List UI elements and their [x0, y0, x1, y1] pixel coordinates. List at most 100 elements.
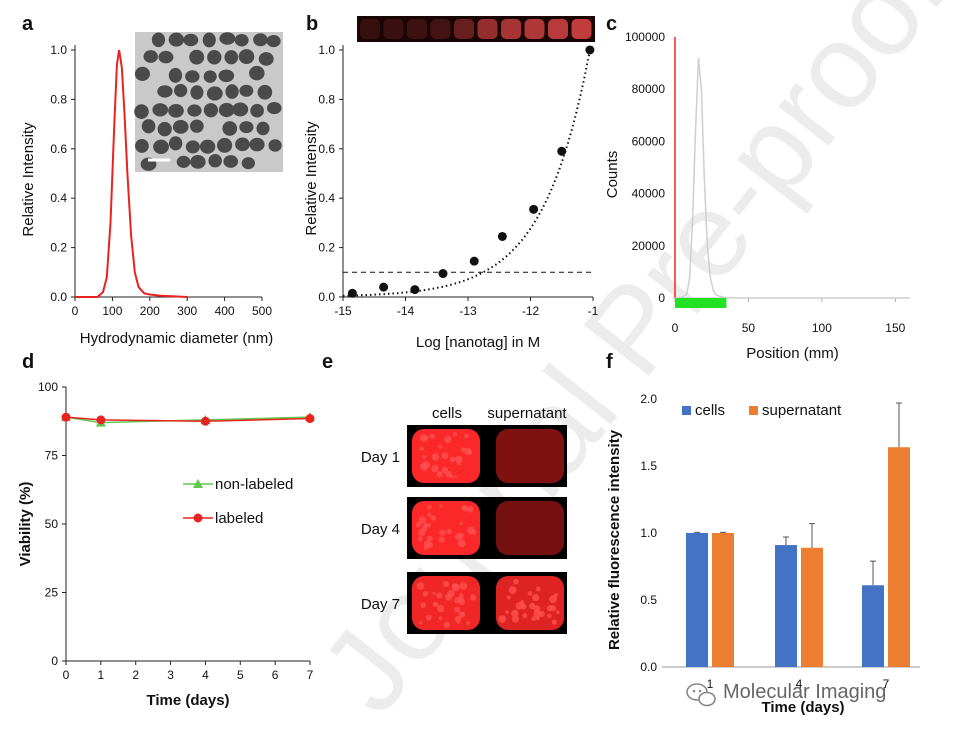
nanoparticle	[235, 137, 250, 152]
fluorescent-spot	[445, 471, 452, 478]
x-tick-label: -1	[588, 304, 599, 318]
chart-d: 0 25 50 75 100 0 1 2 3 4 5 6 7 Time (days) Viability (…	[17, 380, 315, 709]
nanoparticle	[185, 70, 200, 83]
panel-label-b: b	[306, 13, 318, 35]
fluorescent-spot	[506, 595, 511, 600]
y-tick-label: 20000	[632, 239, 666, 253]
y-axis-label: Relative fluorescence intensity	[606, 429, 623, 650]
y-tick-label: 0.5	[640, 593, 657, 607]
fluorescent-spot	[454, 475, 458, 479]
fluorescent-spot	[436, 471, 443, 478]
nanoparticle	[168, 103, 184, 118]
fit-curve	[342, 44, 594, 297]
row-label: Day 7	[361, 596, 400, 613]
y-tick-label: 0	[51, 654, 58, 668]
marker-labeled	[200, 416, 210, 426]
x-tick-label: 500	[252, 304, 272, 318]
data-point	[469, 256, 479, 266]
fluorescent-spot	[425, 614, 432, 621]
strip-well	[407, 19, 427, 39]
x-tick-label: 1	[98, 668, 105, 682]
fluorescent-spot	[458, 599, 465, 606]
nanoparticle	[250, 103, 264, 118]
y-tick-label: 75	[45, 449, 59, 463]
fluorescent-spot	[551, 619, 557, 625]
bar-supernatant	[801, 547, 823, 667]
nanoparticle	[185, 140, 200, 154]
fluorescent-spot	[420, 602, 427, 608]
fluorescent-spot	[513, 578, 519, 585]
fluorescent-spot	[457, 461, 461, 466]
fluorescent-spot	[459, 582, 468, 590]
fluorescent-spot	[443, 621, 450, 629]
fluorescent-spot	[423, 522, 429, 528]
fluorescent-spot	[535, 586, 541, 592]
nanoparticle	[219, 32, 236, 45]
fluorescent-spot	[446, 528, 452, 534]
nanoparticle	[189, 49, 205, 65]
x-tick-label: 300	[177, 304, 197, 318]
image-grid-e: cells supernatant Day 1 Day 4 Day 7	[361, 405, 567, 634]
data-point	[585, 45, 595, 55]
y-tick-label: 100000	[625, 30, 665, 44]
fluorescent-spot	[436, 592, 443, 599]
y-tick-label: 1.5	[640, 459, 657, 473]
strip-well	[524, 19, 545, 39]
fluorescent-spot	[464, 433, 469, 439]
y-tick-label: 0	[658, 291, 665, 305]
fluorescent-spot	[511, 615, 520, 623]
fluorescent-spot	[467, 506, 474, 513]
nanoparticle	[190, 85, 204, 100]
fluorescent-spot	[471, 529, 477, 535]
nanoparticle	[168, 32, 185, 47]
nanoparticle	[189, 119, 204, 133]
fluorescent-spot	[449, 456, 456, 463]
nanoparticle	[172, 120, 189, 134]
fluorescent-spot	[421, 454, 427, 460]
nanoparticle	[202, 32, 216, 48]
nanoparticle	[218, 102, 235, 118]
fluorescent-spot	[442, 580, 450, 588]
nanoparticle	[207, 49, 222, 65]
nanoparticle	[268, 139, 282, 152]
nanoparticle	[187, 104, 202, 117]
fluorescent-spot	[454, 615, 462, 623]
nanoparticle	[258, 52, 274, 66]
nanoparticle	[203, 103, 218, 118]
nanoparticle	[174, 83, 188, 98]
x-tick-label: 7	[883, 677, 890, 691]
x-tick-label: 50	[742, 321, 756, 335]
fluorescent-spot	[418, 529, 426, 536]
fluorescent-spot	[424, 545, 429, 550]
y-tick-label: 100	[38, 380, 58, 394]
fluorescent-spot	[447, 590, 455, 598]
fluorescent-spot	[438, 444, 443, 449]
strip-well	[571, 19, 592, 39]
nanoparticle	[134, 104, 149, 119]
footer-brand-text: Molecular Imaging	[723, 681, 886, 703]
nanoparticle	[168, 67, 183, 83]
fluorescent-spot	[439, 529, 446, 536]
nanoparticle	[203, 70, 217, 83]
fluorescent-spot	[419, 621, 423, 625]
x-tick-label: 7	[307, 668, 314, 682]
legend-label-supernatant: supernatant	[762, 402, 842, 419]
nanoparticle	[206, 86, 223, 101]
fluorescent-spot	[508, 586, 517, 595]
nanoparticle	[158, 50, 174, 64]
bar-cells	[862, 585, 884, 667]
fluorescent-spot	[431, 464, 439, 473]
x-tick-label: -13	[459, 304, 477, 318]
fluorescent-spot	[432, 601, 438, 607]
nanoparticle	[218, 69, 235, 83]
y-tick-label: 0.6	[318, 142, 335, 156]
watermark: Journal Pre-proof	[295, 0, 954, 733]
fluorescent-spot	[457, 539, 466, 548]
x-tick-label: 400	[215, 304, 235, 318]
nanoparticle	[239, 121, 254, 134]
fluorescent-spot	[438, 536, 445, 543]
fluorescent-spot	[498, 615, 507, 623]
nanoparticle	[232, 102, 249, 117]
strip-well	[501, 19, 521, 39]
